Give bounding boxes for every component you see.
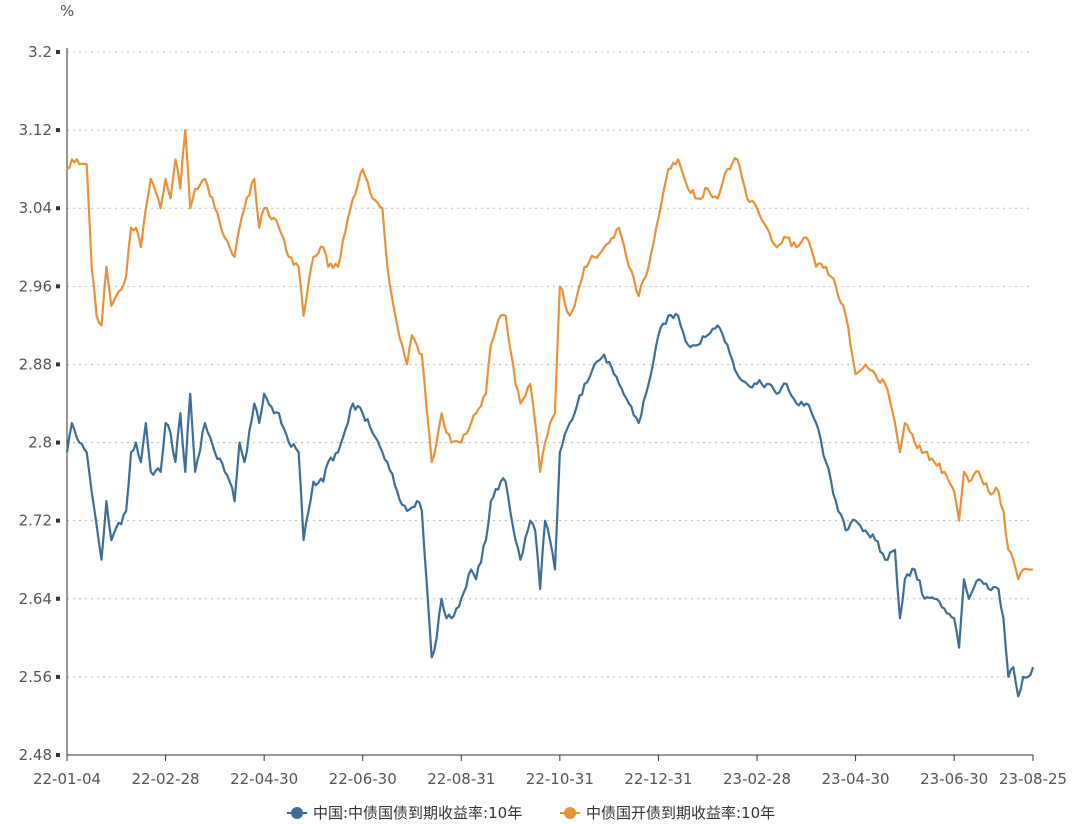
x-tick-label: 23-08-25 bbox=[999, 770, 1067, 788]
y-tick-label: 2.48 bbox=[19, 746, 52, 764]
y-tick-mark bbox=[56, 362, 60, 367]
legend-item-cgb[interactable]: 中国:中债国债到期收益率:10年 bbox=[287, 804, 522, 822]
legend-marker-cgb bbox=[291, 807, 303, 819]
y-tick-mark bbox=[56, 50, 60, 54]
x-tick-label: 22-04-30 bbox=[230, 770, 298, 788]
x-tick-label: 22-01-04 bbox=[33, 770, 101, 788]
y-tick-mark bbox=[56, 674, 60, 679]
y-tick-label: 2.56 bbox=[19, 668, 52, 686]
y-tick-label: 3.12 bbox=[19, 121, 52, 139]
x-tick-label: 22-10-31 bbox=[526, 770, 594, 788]
y-tick-mark bbox=[56, 206, 60, 211]
y-axis-unit-label: % bbox=[60, 2, 74, 20]
x-tick-label: 22-08-31 bbox=[427, 770, 495, 788]
y-tick-label: 2.64 bbox=[19, 590, 52, 608]
y-tick-label: 2.8 bbox=[28, 434, 52, 452]
legend-label-cdb: 中债国开债到期收益率:10年 bbox=[586, 804, 775, 822]
y-tick-label: 2.72 bbox=[19, 512, 52, 530]
y-tick-label: 2.88 bbox=[19, 355, 52, 373]
x-tick-label: 22-02-28 bbox=[132, 770, 200, 788]
y-tick-label: 3.2 bbox=[28, 43, 52, 61]
x-tick-label: 23-02-28 bbox=[723, 770, 791, 788]
y-tick-mark bbox=[56, 596, 60, 601]
axes: 2.48 2.56 2.64 2.72 2.8 2.88 2.96 3.04 3.12 3.2 22… bbox=[19, 43, 1067, 788]
y-tick-mark bbox=[56, 440, 60, 445]
series-line-cdb-10y bbox=[66, 129, 1034, 581]
x-tick-label: 22-06-30 bbox=[329, 770, 397, 788]
x-tick-label: 22-12-31 bbox=[624, 770, 692, 788]
x-tick-label: 23-04-30 bbox=[822, 770, 890, 788]
x-tick-label: 23-06-30 bbox=[920, 770, 988, 788]
y-tick-mark bbox=[56, 284, 60, 289]
legend-label-cgb: 中国:中债国债到期收益率:10年 bbox=[313, 804, 522, 822]
gridlines bbox=[67, 51, 1033, 678]
legend: 中国:中债国债到期收益率:10年 中债国开债到期收益率:10年 bbox=[287, 804, 775, 822]
y-tick-mark bbox=[56, 128, 60, 133]
series-line-cgb-10y bbox=[65, 312, 1035, 698]
y-tick-label: 3.04 bbox=[19, 199, 52, 217]
legend-marker-cdb bbox=[564, 807, 576, 819]
y-tick-label: 2.96 bbox=[19, 277, 52, 295]
y-tick-mark bbox=[56, 518, 60, 523]
y-tick-mark bbox=[56, 753, 60, 757]
series-lines bbox=[65, 129, 1035, 698]
legend-item-cdb[interactable]: 中债国开债到期收益率:10年 bbox=[560, 804, 775, 822]
